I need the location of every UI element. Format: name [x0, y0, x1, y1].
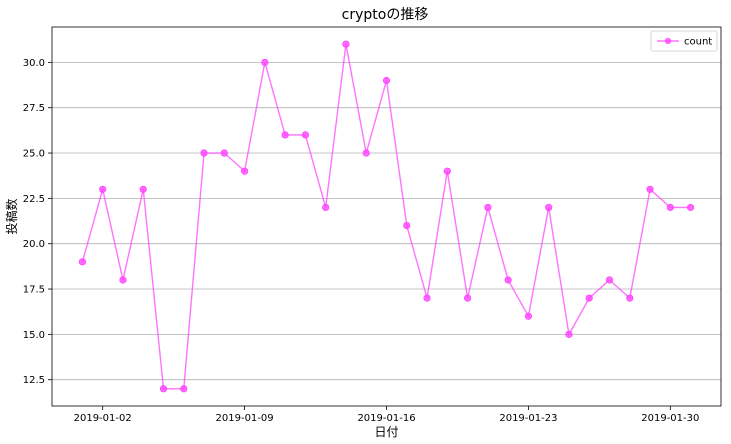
x-tick-label: 2019-01-09 [216, 413, 274, 424]
legend-label: count [684, 37, 712, 48]
data-point [524, 312, 533, 320]
data-point [240, 167, 249, 175]
data-point [99, 185, 107, 193]
data-point [362, 149, 370, 157]
x-tick-label: 2019-01-30 [641, 413, 699, 424]
data-point [545, 203, 553, 212]
x-tick-label: 2019-01-02 [74, 413, 132, 424]
data-point [342, 40, 350, 48]
y-tick-label: 22.5 [23, 194, 45, 205]
chart-title: cryptoの推移 [342, 7, 429, 23]
legend: count [650, 30, 718, 52]
data-point [585, 294, 593, 302]
x-tick-label: 2019-01-16 [357, 413, 415, 424]
x-axis: 2019-01-02 2019-01-09 2019-01-16 2019-01-23… [74, 406, 699, 424]
data-point [565, 330, 573, 338]
legend-box [650, 30, 718, 52]
data-point [504, 276, 512, 284]
data-point [159, 385, 168, 393]
data-point [646, 185, 654, 193]
data-point [301, 131, 310, 139]
data-point [443, 167, 451, 175]
data-point [119, 276, 127, 284]
data-point [423, 294, 431, 302]
data-point [139, 185, 147, 193]
data-point [403, 221, 411, 230]
x-tick-label: 2019-01-23 [499, 413, 557, 424]
y-tick-label: 12.5 [23, 375, 45, 386]
data-point [666, 203, 674, 212]
points-layer [78, 40, 695, 393]
y-tick-label: 30.0 [23, 58, 45, 69]
data-point [281, 131, 289, 139]
data-point [200, 149, 208, 157]
data-point [78, 258, 87, 266]
y-tick-label: 17.5 [23, 285, 45, 296]
series-line-count [81, 44, 691, 390]
data-point [463, 294, 472, 302]
data-point [261, 58, 269, 66]
y-tick-label: 20.0 [23, 239, 45, 250]
y-axis-title: 投稿数 [4, 198, 19, 234]
data-point [484, 203, 492, 212]
y-axis: 12.5 15.0 17.5 20.0 22.5 25.0 27.5 30.0 [23, 58, 52, 386]
data-point [605, 276, 614, 284]
data-point [180, 385, 188, 393]
data-point [322, 203, 330, 212]
x-axis-title: 日付 [374, 425, 398, 439]
data-point [220, 149, 228, 157]
y-tick-label: 15.0 [23, 330, 45, 341]
grid [52, 61, 721, 381]
legend-marker-swatch [664, 37, 672, 45]
data-point [626, 294, 634, 302]
series-line-layer [81, 44, 691, 390]
y-tick-label: 27.5 [23, 103, 45, 114]
data-point [686, 203, 695, 212]
data-point [382, 76, 391, 85]
y-tick-label: 25.0 [23, 149, 45, 160]
